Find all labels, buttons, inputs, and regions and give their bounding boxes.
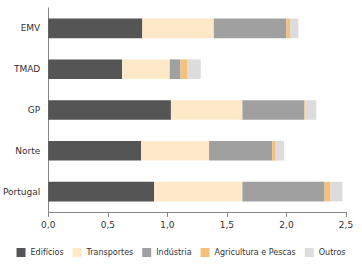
svg-text:GP: GP (28, 105, 41, 115)
svg-text:Agricultura e Pescas: Agricultura e Pescas (215, 248, 296, 257)
svg-text:2,0: 2,0 (279, 220, 294, 230)
svg-text:1,5: 1,5 (220, 220, 234, 230)
svg-text:1,0: 1,0 (160, 220, 175, 230)
svg-text:Portugal: Portugal (3, 187, 40, 197)
svg-text:Indústria: Indústria (156, 248, 191, 257)
svg-text:Norte: Norte (15, 146, 40, 156)
svg-text:Outros: Outros (319, 248, 346, 257)
svg-text:TMAD: TMAD (13, 64, 40, 74)
svg-text:0,5: 0,5 (101, 220, 115, 230)
svg-text:Edifícios: Edifícios (31, 248, 64, 257)
svg-text:0,0: 0,0 (41, 220, 56, 230)
svg-text:2,5: 2,5 (339, 220, 353, 230)
svg-text:EMV: EMV (21, 23, 41, 33)
svg-text:Transportes: Transportes (86, 248, 134, 257)
